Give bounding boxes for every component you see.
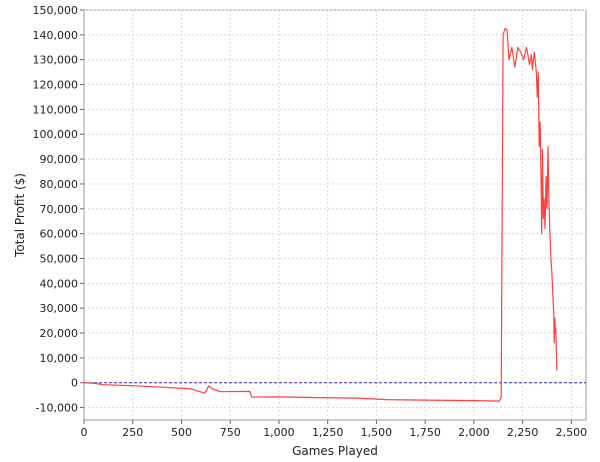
x-tick-label: 500 [171, 426, 192, 439]
y-tick-label: 30,000 [40, 302, 79, 315]
y-tick-label: 90,000 [40, 153, 79, 166]
series-layer [83, 28, 558, 402]
y-tick-label: 130,000 [33, 54, 79, 67]
y-tick-label: 70,000 [40, 203, 79, 216]
x-axis-title: Games Played [292, 444, 378, 458]
vertical-gridlines [132, 10, 572, 420]
plot-area [83, 9, 587, 421]
y-tick-label: 40,000 [40, 277, 79, 290]
y-tick-label: 120,000 [33, 79, 79, 92]
y-tick-label: 80,000 [40, 178, 79, 191]
x-tick-label: 0 [81, 426, 88, 439]
y-tick-label: 140,000 [33, 29, 79, 42]
y-tick-label: 0 [71, 377, 78, 390]
y-tick-label: 150,000 [33, 4, 79, 17]
x-tick-label: 750 [220, 426, 241, 439]
y-tick-label: 60,000 [40, 228, 79, 241]
x-tick-label: 2,000 [458, 426, 490, 439]
x-tick-label: 1,500 [361, 426, 393, 439]
x-tick-label: 1,000 [263, 426, 295, 439]
y-tick-label: 10,000 [40, 352, 79, 365]
y-tick-label: 20,000 [40, 327, 79, 340]
x-axis-ticks: 0 250 500 750 1,000 1,250 1,500 1,750 2,000 2,250… [81, 420, 588, 439]
y-tick-label: 50,000 [40, 252, 79, 265]
x-tick-label: 2,250 [507, 426, 539, 439]
x-tick-label: 1,250 [312, 426, 344, 439]
x-tick-label: 1,750 [409, 426, 441, 439]
y-tick-label: -10,000 [36, 402, 78, 415]
y-axis-title: Total Profit ($) [13, 173, 27, 258]
y-axis-ticks: -10,000 0 10,000 20,000 30,000 40,000 50,000 60… [33, 4, 84, 415]
y-tick-label: 110,000 [33, 103, 79, 116]
y-tick-label: 100,000 [33, 128, 79, 141]
x-tick-label: 250 [122, 426, 143, 439]
series-line [83, 28, 558, 402]
x-tick-label: 2,500 [556, 426, 588, 439]
